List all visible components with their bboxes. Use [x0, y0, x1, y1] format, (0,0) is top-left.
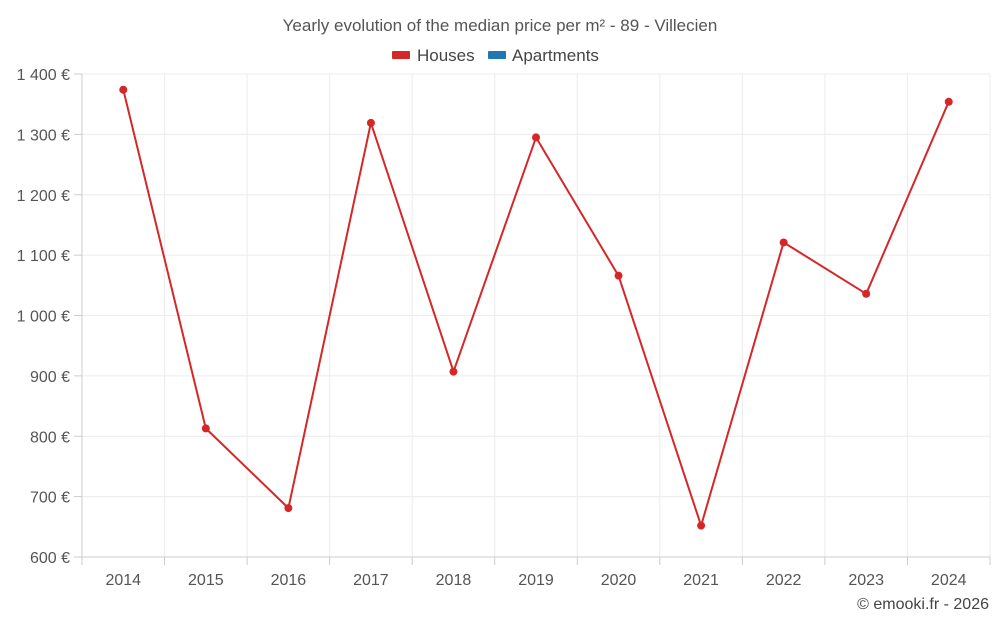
- x-tick-label: 2014: [105, 572, 141, 589]
- x-tick-label: 2021: [683, 572, 719, 589]
- x-tick-label: 2016: [271, 572, 307, 589]
- x-axis-ticks: 2014 2015 2016 2017 2018 2019 2020 2021 2022 2023…: [81, 557, 991, 589]
- data-point-houses[interactable]: [449, 367, 458, 376]
- data-point-houses[interactable]: [779, 238, 788, 247]
- data-point-houses[interactable]: [201, 424, 210, 433]
- x-tick-label: 2015: [188, 572, 224, 589]
- legend-label-houses: Houses: [417, 46, 475, 65]
- y-tick-label: 1 100 €: [17, 248, 70, 265]
- legend-item-houses[interactable]: Houses: [392, 46, 475, 65]
- x-tick-label: 2024: [931, 572, 967, 589]
- x-tick-label: 2019: [518, 572, 554, 589]
- y-tick-label: 900 €: [30, 369, 70, 386]
- data-point-houses[interactable]: [366, 118, 375, 127]
- legend: Houses Apartments: [392, 46, 599, 65]
- x-tick-label: 2022: [766, 572, 802, 589]
- data-point-houses[interactable]: [284, 504, 293, 513]
- y-tick-label: 800 €: [30, 429, 70, 446]
- legend-swatch-houses: [392, 51, 410, 59]
- data-point-houses[interactable]: [862, 289, 871, 298]
- data-point-houses[interactable]: [532, 133, 540, 142]
- y-tick-label: 1 000 €: [17, 309, 70, 326]
- legend-swatch-apartments: [488, 51, 506, 59]
- data-point-houses[interactable]: [697, 521, 706, 530]
- y-tick-label: 1 400 €: [17, 67, 70, 84]
- y-tick-label: 700 €: [30, 490, 70, 507]
- data-point-houses[interactable]: [119, 85, 128, 94]
- legend-item-apartments[interactable]: Apartments: [488, 46, 599, 65]
- x-tick-label: 2018: [436, 572, 472, 589]
- data-point-houses[interactable]: [944, 97, 953, 106]
- grid-lines: [81, 73, 991, 558]
- y-tick-label: 1 200 €: [17, 188, 70, 205]
- credit: © emooki.fr - 2026: [857, 596, 989, 613]
- legend-label-apartments: Apartments: [512, 46, 599, 65]
- x-tick-label: 2023: [848, 572, 884, 589]
- y-tick-label: 1 300 €: [17, 127, 70, 144]
- y-tick-label: 600 €: [30, 550, 70, 567]
- data-point-houses[interactable]: [614, 271, 623, 280]
- y-axis-ticks: 600 € 700 € 800 € 900 € 1 000 € 1 100 € 1 200 …: [17, 67, 82, 567]
- chart-title: Yearly evolution of the median price per…: [283, 16, 718, 35]
- x-tick-label: 2020: [601, 572, 637, 589]
- series-houses: [119, 85, 953, 530]
- x-tick-label: 2017: [353, 572, 389, 589]
